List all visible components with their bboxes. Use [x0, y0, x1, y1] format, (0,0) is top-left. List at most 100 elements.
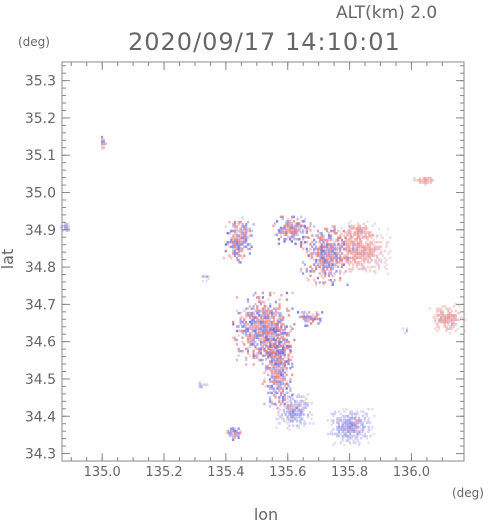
data-cell [307, 279, 310, 282]
data-cell [349, 437, 352, 440]
data-cell [346, 243, 349, 246]
data-cell [454, 323, 457, 326]
data-cell [430, 179, 433, 182]
data-cell [337, 243, 340, 246]
data-cell [250, 245, 253, 248]
data-cell [347, 417, 350, 420]
data-cell [290, 229, 293, 232]
data-cell [272, 336, 276, 339]
data-cell [315, 317, 318, 321]
data-cell [283, 364, 286, 368]
data-cell [341, 437, 344, 440]
data-cell [276, 329, 279, 332]
x-axis-label: lon [254, 505, 278, 521]
data-cell [350, 252, 353, 255]
data-cell [340, 241, 344, 244]
data-cell [349, 226, 352, 230]
data-cell [287, 344, 290, 348]
data-cell [350, 430, 353, 433]
data-cell [256, 347, 259, 351]
data-cell [292, 393, 295, 396]
data-cell [343, 410, 346, 413]
data-cell [280, 349, 283, 352]
data-cell [293, 415, 297, 418]
data-cell [302, 229, 305, 232]
data-cell [360, 428, 363, 431]
data-cell [278, 358, 281, 361]
data-cell [237, 311, 240, 315]
data-cell [318, 245, 321, 248]
data-cell [286, 411, 289, 414]
data-cell [387, 241, 390, 244]
data-cell [337, 238, 340, 242]
data-cell [248, 345, 251, 348]
echo-region [222, 216, 255, 264]
data-cell [278, 316, 281, 319]
data-cell [383, 261, 386, 264]
data-cell [337, 229, 340, 233]
data-cell [292, 238, 295, 241]
data-cell [256, 320, 259, 324]
data-cell [243, 245, 246, 248]
data-cell [276, 323, 279, 326]
data-cell [235, 225, 238, 228]
data-cell [337, 247, 340, 251]
data-cell [366, 238, 370, 242]
data-cell [290, 417, 293, 421]
data-cell [424, 179, 427, 182]
data-cell [277, 406, 280, 410]
data-cell [274, 391, 277, 395]
data-cell [232, 241, 235, 244]
data-cell [337, 265, 340, 269]
data-cell [374, 241, 377, 244]
data-cell [445, 329, 448, 333]
data-cell [256, 329, 259, 333]
data-cell [454, 314, 457, 317]
data-cell [361, 249, 364, 253]
data-cell [281, 391, 285, 395]
data-cell [357, 233, 360, 236]
data-cell [349, 419, 352, 422]
x-tick-label: 135.2 [145, 465, 182, 480]
data-cell [269, 305, 272, 308]
data-cell [267, 320, 270, 324]
y-tick-label: 34.3 [25, 447, 56, 463]
data-cell [436, 325, 439, 328]
data-cell [327, 236, 331, 239]
data-cell [299, 404, 302, 407]
data-cell [329, 236, 332, 239]
data-cell [270, 384, 273, 388]
altitude-label: ALT(km) 2.0 [336, 3, 437, 23]
data-cell [324, 227, 327, 231]
data-cell [272, 360, 275, 363]
data-cell [335, 254, 338, 257]
data-cell [258, 296, 261, 299]
data-cell [352, 258, 355, 262]
data-cell [342, 243, 345, 246]
data-cell [349, 235, 352, 239]
data-cell [63, 225, 67, 228]
data-cell [274, 378, 277, 381]
data-cell [305, 406, 308, 410]
data-cell [368, 270, 371, 273]
data-cell [341, 408, 344, 411]
data-cell [295, 395, 298, 398]
data-cell [368, 252, 371, 255]
data-cell [355, 245, 358, 248]
data-cell [224, 225, 227, 228]
data-cell [271, 316, 274, 319]
data-cell [285, 346, 288, 350]
data-cell [315, 281, 318, 284]
data-cell [283, 393, 286, 397]
data-cell [300, 270, 303, 273]
data-cell [263, 329, 266, 333]
data-cell [389, 249, 392, 253]
data-cell [343, 417, 346, 420]
data-cell [296, 233, 299, 236]
data-cell [101, 147, 104, 150]
data-cell [246, 329, 250, 333]
data-cell [313, 263, 316, 266]
data-cell [272, 358, 276, 362]
data-cell [235, 256, 238, 260]
data-cell [344, 240, 347, 243]
